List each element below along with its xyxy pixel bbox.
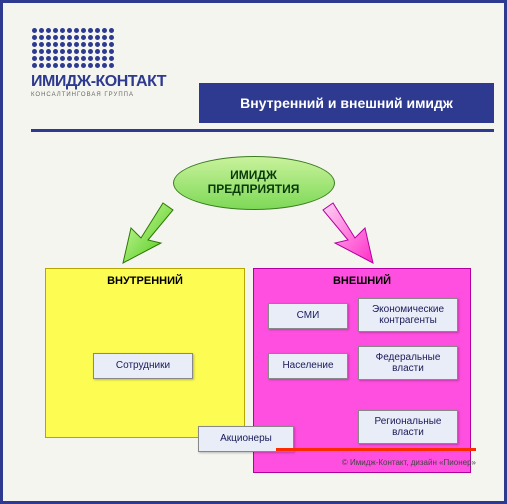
node-employees: Сотрудники [93, 353, 193, 379]
arrow-left-icon [113, 198, 183, 268]
logo-subtitle: КОНСАЛТИНГОВАЯ ГРУППА [31, 92, 141, 98]
diagram: ИМИДЖ ПРЕДПРИЯТИЯ ВНУТРЕННИЙ ВНЕШНИЙ Сот… [3, 148, 504, 481]
accent-line [276, 448, 476, 451]
title-underline [31, 129, 494, 132]
slide-title: Внутренний и внешний имидж [199, 83, 494, 123]
node-econ: Экономические контрагенты [358, 298, 458, 332]
node-media: СМИ [268, 303, 348, 329]
logo-dot-grid [31, 27, 141, 69]
arrow-right-icon [313, 198, 383, 268]
root-line1: ИМИДЖ [230, 169, 277, 183]
node-reg: Региональные власти [358, 410, 458, 444]
inner-title: ВНУТРЕННИЙ [46, 275, 244, 287]
node-fed: Федеральные власти [358, 346, 458, 380]
outer-title: ВНЕШНИЙ [254, 275, 470, 287]
logo: ИМИДЖ-КОНТАКТ КОНСАЛТИНГОВАЯ ГРУППА [31, 27, 141, 98]
root-node: ИМИДЖ ПРЕДПРИЯТИЯ [173, 156, 335, 210]
credit-text: © Имидж-Контакт, дизайн «Пионер» [342, 458, 476, 467]
logo-name: ИМИДЖ-КОНТАКТ [31, 73, 141, 91]
node-population: Население [268, 353, 348, 379]
root-line2: ПРЕДПРИЯТИЯ [208, 183, 300, 197]
